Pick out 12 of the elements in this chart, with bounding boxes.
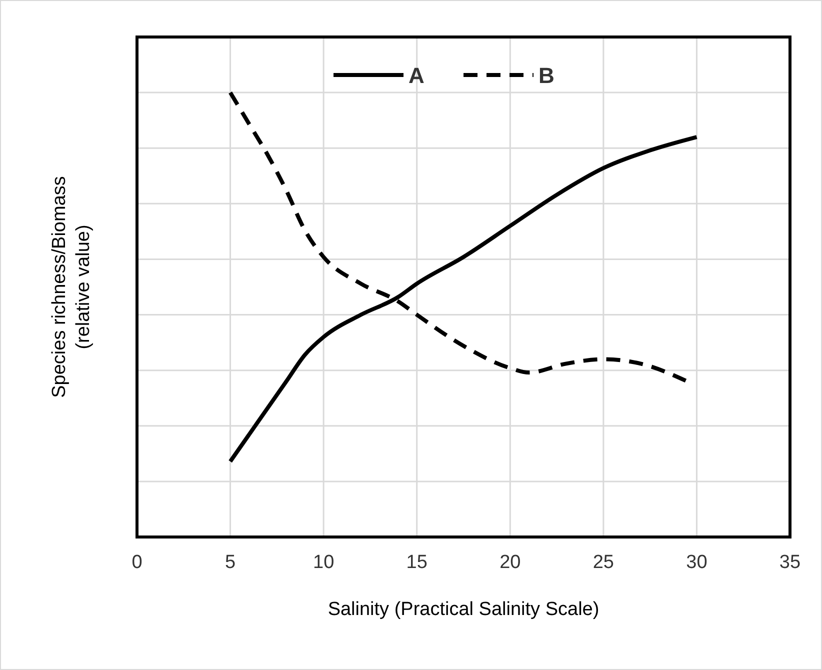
x-tick-label: 20 [500,552,521,573]
x-tick-label: 15 [406,552,428,573]
legend-label: B [538,63,554,88]
x-tick-label: 0 [132,552,142,573]
x-tick-label: 25 [592,552,614,573]
y-axis-title: Species richness/Biomass (relative value) [49,176,94,398]
legend-label: A [408,63,424,88]
x-tick-label: 5 [224,552,236,573]
x-tick-label: 35 [779,552,801,573]
x-tick-label: 30 [686,552,708,573]
x-tick-label: 10 [313,552,334,573]
x-axis-title: Salinity (Practical Salinity Scale) [328,599,600,620]
